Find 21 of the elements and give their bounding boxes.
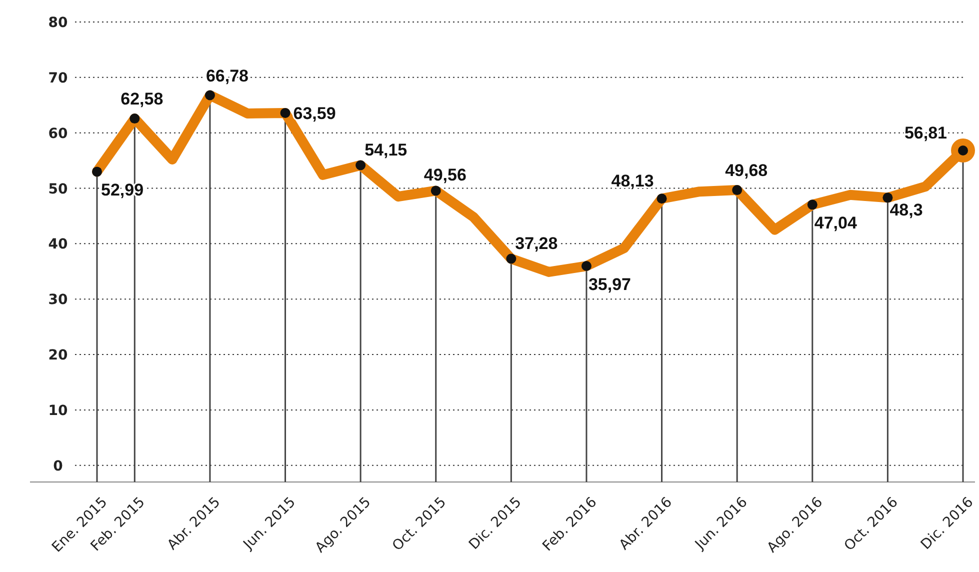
data-label: 49,68 [725,161,768,180]
data-label: 48,13 [611,172,654,191]
data-label: 37,28 [515,234,558,253]
y-tick-label: 30 [48,292,68,308]
data-label: 48,3 [890,200,923,220]
y-tick-label: 60 [48,126,68,142]
data-label: 35,97 [588,275,632,294]
data-label: 49,56 [424,166,466,185]
y-tick-label: 0 [53,458,64,474]
data-label: 66,78 [206,66,249,86]
y-tick-label: 10 [48,402,68,419]
data-label: 63,59 [293,104,336,123]
y-tick-label: 50 [48,181,68,198]
y-tick-label: 20 [48,348,68,364]
data-label: 56,81 [904,124,947,143]
data-label: 54,15 [364,140,408,160]
data-label: 62,58 [120,90,164,109]
y-tick-label: 70 [48,70,68,86]
data-label: 47,04 [814,214,858,233]
y-tick-label: 80 [48,15,68,31]
y-tick-label: 40 [48,236,68,253]
